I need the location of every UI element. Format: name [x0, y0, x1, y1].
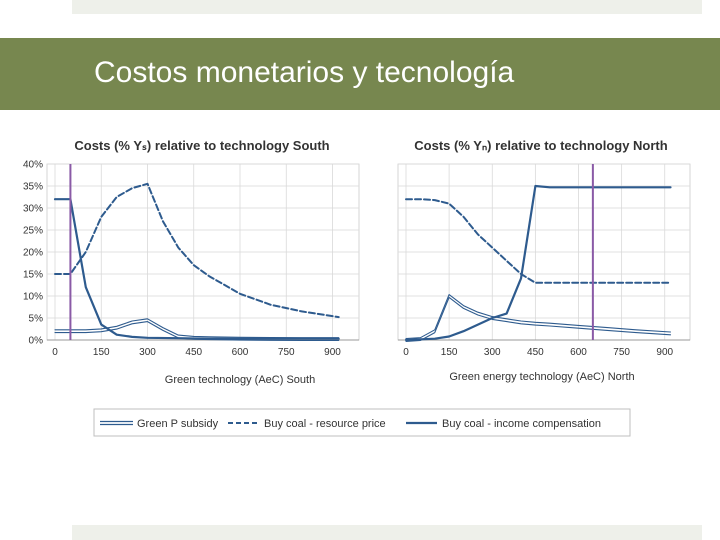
y-tick-label: 35% [23, 182, 43, 193]
chart-north-title: Costs (% Yₙ) relative to technology Nort… [414, 138, 667, 153]
chart-south-title: Costs (% Yₛ) relative to technology Sout… [74, 138, 329, 153]
slide-title: Costos monetarios y tecnología [94, 56, 515, 89]
series-line-green-p-subsidy-b [54, 321, 340, 342]
x-tick-label: 150 [441, 347, 458, 358]
legend-label-income-comp: Buy coal - income compensation [442, 418, 601, 430]
series-line-buy-coal-resource-price [54, 182, 340, 319]
chart-south-xlabel: Green technology (AeC) South [165, 374, 315, 386]
legend: Green P subsidy Buy coal - resource pric… [93, 408, 631, 437]
series-line-green-p-subsidy-a [54, 318, 340, 339]
y-tick-label: 15% [23, 270, 43, 281]
y-tick-label: 25% [23, 226, 43, 237]
x-tick-label: 600 [570, 347, 587, 358]
chart-north-marks: 0 150 300 450 600 750 900 [398, 163, 690, 358]
x-tick-label: 750 [278, 347, 295, 358]
x-tick-label: 300 [484, 347, 501, 358]
legend-label-resource-price: Buy coal - resource price [264, 418, 386, 430]
x-tick-label: 0 [52, 347, 58, 358]
x-tick-label: 600 [232, 347, 249, 358]
x-tick-label: 150 [93, 347, 110, 358]
legend-box [93, 408, 631, 437]
x-tick-label: 900 [656, 347, 673, 358]
chart-south-marks: 0% 5% 10% 15% 20% 25% 30% 35% 40% 0 150 300 450 600 75… [23, 160, 359, 358]
series-line-green-p-subsidy-a [405, 294, 672, 340]
y-tick-label: 40% [23, 160, 43, 171]
x-tick-label: 450 [185, 347, 202, 358]
series-line-buy-coal-income-compensation [404, 184, 672, 342]
chart-north-xlabel: Green energy technology (AeC) North [449, 371, 634, 383]
series-line-buy-coal-income-compensation [53, 198, 340, 340]
y-tick-label: 10% [23, 292, 43, 303]
top-decor-strip [72, 0, 702, 14]
series-line-buy-coal-resource-price [405, 198, 672, 284]
title-bar [0, 38, 720, 110]
x-tick-label: 900 [324, 347, 341, 358]
y-tick-label: 5% [29, 314, 44, 325]
series-line-green-p-subsidy-b [405, 296, 672, 342]
x-tick-label: 0 [403, 347, 409, 358]
x-tick-label: 300 [139, 347, 156, 358]
x-tick-label: 450 [527, 347, 544, 358]
legend-label-subsidy: Green P subsidy [137, 418, 219, 430]
y-tick-label: 30% [23, 204, 43, 215]
x-tick-label: 750 [613, 347, 630, 358]
bottom-decor-strip [72, 525, 702, 540]
y-tick-label: 20% [23, 248, 43, 259]
y-tick-label: 0% [29, 336, 44, 347]
